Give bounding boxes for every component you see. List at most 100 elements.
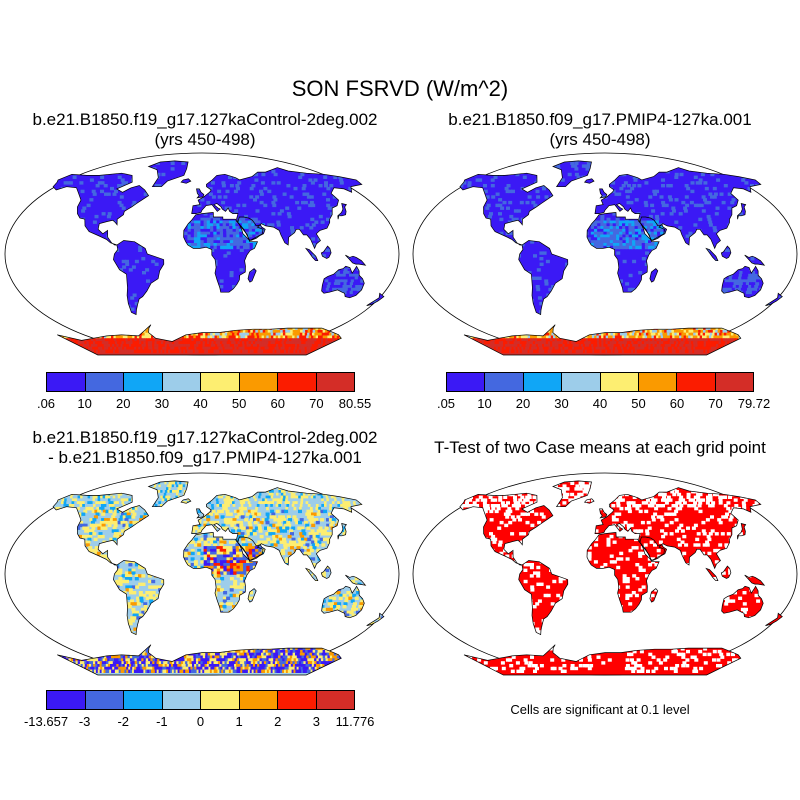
grid-cell	[187, 243, 192, 247]
grid-cell	[653, 231, 658, 236]
grid-cell	[97, 181, 102, 185]
grid-cell	[222, 341, 227, 345]
grid-cell	[532, 341, 537, 345]
grid-cell	[271, 200, 276, 205]
grid-cell	[141, 341, 146, 345]
grid-cell	[255, 228, 260, 233]
grid-cell	[301, 200, 305, 205]
grid-cell	[713, 228, 718, 233]
grid-cell	[79, 181, 84, 185]
grid-cell	[341, 276, 346, 280]
grid-cell	[644, 243, 649, 247]
grid-cell	[688, 341, 693, 345]
grid-cell	[323, 341, 328, 345]
grid-cell	[216, 335, 221, 339]
grid-cell	[742, 332, 747, 337]
grid-cell	[275, 329, 280, 334]
grid-cell	[603, 231, 608, 236]
grid-cell	[632, 237, 636, 241]
grid-cell	[282, 344, 287, 348]
grid-cell	[750, 327, 755, 331]
grid-cell	[337, 282, 342, 286]
grid-cell	[641, 257, 646, 261]
grid-cell	[329, 335, 334, 339]
grid-cell	[637, 223, 642, 227]
grid-cell	[200, 335, 205, 339]
grid-cell	[236, 344, 241, 348]
coastline-japan	[337, 203, 347, 220]
grid-cell	[490, 184, 495, 188]
grid-cell	[494, 338, 499, 342]
grid-cell	[344, 324, 349, 328]
grid-cell	[539, 341, 544, 345]
grid-cell	[104, 338, 109, 342]
grid-cell	[460, 324, 465, 328]
grid-cell	[486, 203, 491, 208]
grid-cell	[356, 271, 361, 275]
grid-cell	[467, 184, 472, 188]
grid-cell	[661, 338, 665, 342]
grid-cell	[609, 341, 614, 345]
grid-cell	[126, 476, 130, 479]
grid-cell	[225, 220, 230, 224]
grid-cell	[311, 203, 316, 208]
grid-cell	[643, 200, 648, 205]
grid-cell	[325, 341, 330, 345]
grid-cell	[334, 338, 339, 342]
grid-cell	[741, 178, 746, 182]
grid-cell	[634, 332, 639, 337]
grid-cell	[642, 335, 647, 339]
grid-cell	[204, 338, 209, 342]
grid-cell	[509, 335, 514, 339]
grid-cell	[318, 335, 322, 339]
grid-cell	[219, 223, 224, 227]
grid-cell	[693, 327, 698, 331]
grid-cell	[705, 341, 710, 345]
grid-cell	[200, 245, 205, 250]
grid-cell	[86, 341, 91, 345]
grid-cell	[745, 271, 750, 275]
grid-cell	[223, 335, 228, 339]
grid-cell	[151, 335, 155, 339]
grid-cell	[190, 228, 195, 233]
grid-cell	[622, 341, 627, 345]
grid-cell	[656, 341, 661, 345]
grid-cell	[646, 223, 651, 227]
grid-cell	[156, 344, 161, 348]
grid-cell	[132, 338, 137, 342]
grid-cell	[327, 341, 332, 345]
grid-cell	[626, 346, 631, 351]
grid-cell	[615, 346, 620, 351]
grid-cell	[183, 335, 188, 339]
grid-cell	[498, 212, 502, 216]
grid-cell	[514, 335, 518, 339]
grid-cell	[136, 335, 141, 339]
grid-cell	[643, 220, 648, 224]
grid-cell	[101, 341, 106, 345]
grid-cell	[238, 223, 243, 227]
grid-cell	[231, 335, 235, 339]
grid-cell	[138, 248, 143, 252]
grid-cell	[756, 279, 761, 283]
grid-cell	[216, 237, 221, 241]
grid-cell	[210, 243, 215, 247]
grid-cell	[594, 220, 599, 224]
grid-cell	[144, 332, 149, 337]
grid-cell	[200, 332, 205, 337]
grid-cell	[619, 245, 624, 250]
grid-cell	[601, 338, 606, 342]
grid-cell	[590, 234, 595, 238]
grid-cell	[307, 332, 312, 337]
grid-cell	[229, 223, 233, 227]
grid-cell	[698, 181, 703, 185]
grid-cell	[112, 476, 116, 479]
grid-cell	[618, 338, 623, 342]
grid-cell	[683, 332, 688, 337]
grid-cell	[320, 335, 325, 339]
grid-cell	[667, 335, 672, 339]
grid-cell	[516, 335, 521, 339]
grid-cell	[727, 192, 732, 196]
grid-cell	[282, 192, 287, 196]
grid-cell	[603, 332, 608, 337]
grid-cell	[210, 181, 215, 185]
